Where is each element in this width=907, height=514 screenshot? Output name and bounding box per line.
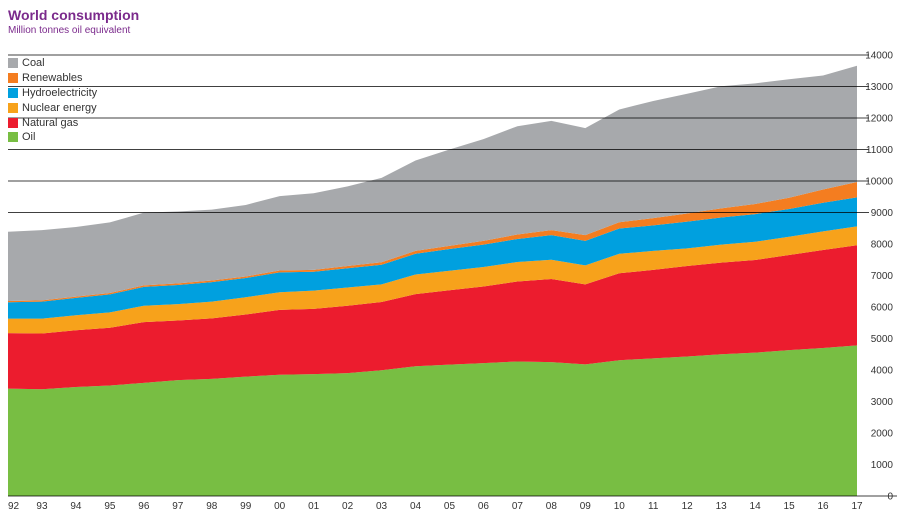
x-tick-label: 16 bbox=[817, 501, 829, 512]
legend-swatch bbox=[8, 117, 18, 128]
y-tick-label: 14000 bbox=[865, 51, 893, 62]
y-tick-label: 1000 bbox=[871, 460, 894, 471]
x-tick-label: 96 bbox=[138, 501, 150, 512]
x-tick-label: 94 bbox=[70, 501, 82, 512]
x-tick-label: 11 bbox=[648, 501, 659, 512]
area-oil bbox=[8, 345, 857, 496]
legend-swatch bbox=[8, 132, 18, 143]
y-tick-label: 8000 bbox=[871, 240, 894, 251]
legend-label: Coal bbox=[22, 57, 45, 70]
area-hydroelectricity bbox=[8, 197, 857, 319]
y-tick-label: 0 bbox=[887, 492, 893, 503]
x-tick-label: 01 bbox=[308, 501, 320, 512]
x-tick-label: 93 bbox=[36, 501, 48, 512]
x-tick-label: 15 bbox=[784, 501, 796, 512]
legend-swatch bbox=[8, 73, 18, 84]
y-tick-label: 6000 bbox=[871, 303, 894, 314]
x-tick-label: 99 bbox=[240, 501, 252, 512]
area-coal bbox=[8, 65, 857, 302]
legend-label: Nuclear energy bbox=[22, 101, 97, 114]
legend-label: Renewables bbox=[22, 72, 83, 85]
x-tick-label: 07 bbox=[512, 501, 524, 512]
x-tick-label: 03 bbox=[376, 501, 388, 512]
legend-item: Coal bbox=[8, 56, 97, 71]
x-tick-label: 97 bbox=[172, 501, 184, 512]
legend-label: Natural gas bbox=[22, 116, 79, 129]
x-tick-label: 92 bbox=[8, 501, 20, 512]
legend-item: Renewables bbox=[8, 71, 97, 86]
y-tick-label: 2000 bbox=[871, 429, 894, 440]
x-tick-label: 14 bbox=[750, 501, 762, 512]
legend-item: Oil bbox=[8, 130, 97, 145]
y-tick-label: 9000 bbox=[871, 208, 894, 219]
x-tick-label: 08 bbox=[546, 501, 558, 512]
x-tick-label: 09 bbox=[580, 501, 592, 512]
y-tick-label: 13000 bbox=[865, 82, 893, 93]
y-tick-label: 11000 bbox=[866, 145, 894, 156]
x-tick-label: 17 bbox=[851, 501, 863, 512]
x-tick-label: 95 bbox=[104, 501, 116, 512]
y-tick-label: 10000 bbox=[865, 177, 893, 188]
legend-swatch bbox=[8, 87, 18, 98]
y-tick-label: 7000 bbox=[871, 271, 894, 282]
x-tick-label: 10 bbox=[614, 501, 626, 512]
x-tick-label: 00 bbox=[274, 501, 286, 512]
x-tick-label: 04 bbox=[410, 501, 422, 512]
chart-legend: Coal Renewables Hydroelectricity Nuclear en… bbox=[8, 56, 97, 145]
legend-item: Hydroelectricity bbox=[8, 86, 97, 101]
y-tick-label: 4000 bbox=[871, 366, 894, 377]
legend-swatch bbox=[8, 102, 18, 113]
legend-item: Natural gas bbox=[8, 115, 97, 130]
y-tick-label: 12000 bbox=[865, 114, 893, 125]
area-natural-gas bbox=[8, 245, 857, 390]
legend-label: Hydroelectricity bbox=[22, 86, 98, 99]
chart-title: World consumption bbox=[8, 7, 140, 23]
legend-item: Nuclear energy bbox=[8, 100, 97, 115]
x-tick-label: 13 bbox=[716, 501, 728, 512]
y-tick-label: 3000 bbox=[871, 397, 894, 408]
area-nuclear-energy bbox=[8, 226, 857, 334]
x-tick-label: 12 bbox=[682, 501, 694, 512]
chart-subtitle: Million tonnes oil equivalent bbox=[8, 25, 131, 36]
legend-label: Oil bbox=[22, 131, 36, 144]
y-tick-label: 5000 bbox=[871, 334, 894, 345]
x-tick-label: 05 bbox=[444, 501, 456, 512]
legend-swatch bbox=[8, 58, 18, 69]
x-tick-label: 98 bbox=[206, 501, 218, 512]
x-tick-label: 02 bbox=[342, 501, 354, 512]
x-tick-label: 06 bbox=[478, 501, 490, 512]
